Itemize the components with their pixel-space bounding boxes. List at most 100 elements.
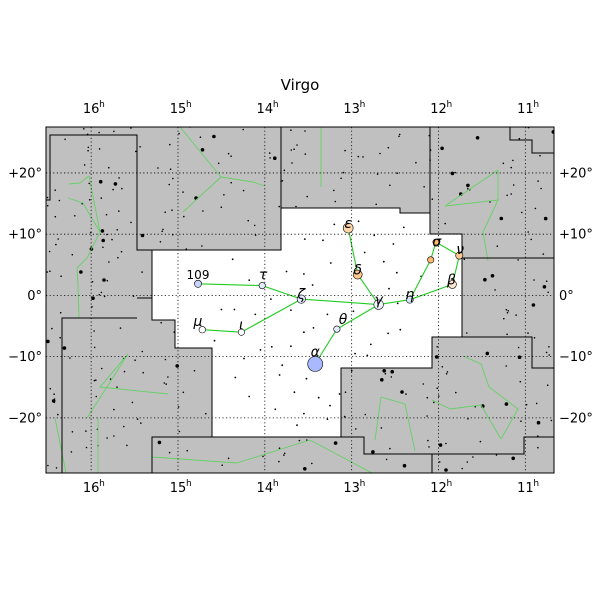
background-star	[171, 209, 173, 211]
background-star	[168, 183, 170, 186]
background-star	[426, 415, 428, 417]
background-star	[536, 420, 541, 425]
background-star	[490, 274, 495, 278]
background-star	[380, 427, 383, 429]
neighbour-line	[179, 127, 222, 178]
background-star	[357, 155, 360, 158]
background-star	[415, 161, 417, 164]
background-star	[543, 216, 548, 221]
background-star	[227, 457, 230, 460]
background-star	[71, 253, 74, 256]
bright-star	[352, 269, 363, 280]
background-star	[140, 422, 142, 424]
background-star	[521, 211, 523, 214]
background-star	[485, 351, 490, 356]
background-star	[254, 234, 257, 236]
background-star	[182, 191, 184, 193]
faint-star	[293, 391, 296, 394]
background-star	[55, 243, 57, 246]
ra-hour-mark: h	[533, 100, 539, 110]
background-star	[47, 464, 49, 467]
background-star	[531, 303, 536, 307]
background-star	[311, 462, 313, 465]
background-star	[278, 205, 281, 208]
background-star	[527, 332, 529, 334]
ra-tick-label: 12	[430, 102, 447, 117]
background-star	[46, 271, 48, 273]
background-star	[461, 467, 464, 470]
background-star	[205, 412, 207, 415]
faint-star	[231, 258, 234, 261]
background-star	[472, 456, 474, 458]
background-star	[102, 278, 106, 282]
background-star	[242, 128, 244, 131]
constellation-line	[197, 283, 263, 287]
background-star	[290, 149, 293, 151]
background-star	[505, 365, 508, 367]
background-star	[344, 149, 346, 152]
dec-tick-label-right: −10°	[559, 350, 593, 365]
background-star	[163, 382, 166, 384]
ra-tick-label: 14	[257, 481, 274, 496]
faint-star	[329, 262, 332, 264]
background-star	[450, 171, 455, 176]
faint-star	[248, 279, 251, 281]
dec-tick-label-right: +10°	[559, 228, 593, 243]
background-star	[527, 231, 529, 233]
background-star	[537, 446, 539, 449]
background-star	[111, 238, 113, 241]
background-star	[172, 177, 174, 180]
background-star	[283, 454, 285, 456]
ra-hour-mark: h	[99, 100, 105, 110]
ra-tick-label: 11	[517, 481, 534, 496]
background-star	[212, 134, 216, 139]
faint-star	[303, 331, 305, 334]
background-star	[542, 253, 545, 255]
background-star	[454, 171, 456, 174]
background-star	[185, 248, 188, 250]
background-star	[362, 156, 364, 158]
background-star	[506, 333, 508, 336]
background-star	[278, 460, 280, 463]
background-star	[118, 210, 120, 212]
background-star	[506, 194, 508, 197]
background-star	[95, 395, 98, 398]
background-star	[221, 464, 223, 467]
background-star	[126, 444, 128, 447]
ra-tick-label: 15	[170, 102, 187, 117]
background-star	[466, 183, 470, 188]
background-star	[178, 132, 180, 135]
neighbour-line	[54, 417, 67, 473]
background-star	[112, 188, 114, 191]
dec-tick-label-left: −10°	[8, 350, 42, 365]
bright-star	[296, 294, 306, 304]
bright-star	[258, 282, 266, 290]
ra-tick-label: 16	[83, 102, 100, 117]
faint-star	[363, 251, 366, 254]
background-star	[161, 230, 163, 233]
background-star	[159, 241, 162, 243]
neighbour-line	[182, 176, 222, 213]
background-star	[98, 293, 101, 296]
faint-star	[312, 327, 315, 329]
background-star	[444, 222, 447, 225]
faint-star	[234, 376, 237, 379]
background-star	[62, 346, 67, 350]
background-star	[95, 379, 97, 382]
faint-star	[322, 239, 324, 242]
bright-star	[427, 256, 435, 264]
background-star	[455, 391, 457, 394]
background-star	[182, 391, 185, 394]
background-star	[438, 443, 443, 447]
faint-star	[233, 308, 236, 311]
background-star	[49, 270, 51, 273]
faint-star	[220, 308, 223, 311]
constellation-line	[451, 255, 460, 285]
faint-star	[326, 313, 329, 316]
background-star	[445, 373, 448, 375]
background-star	[438, 461, 441, 463]
background-star	[548, 354, 550, 356]
background-star	[85, 446, 88, 449]
background-star	[428, 446, 430, 448]
